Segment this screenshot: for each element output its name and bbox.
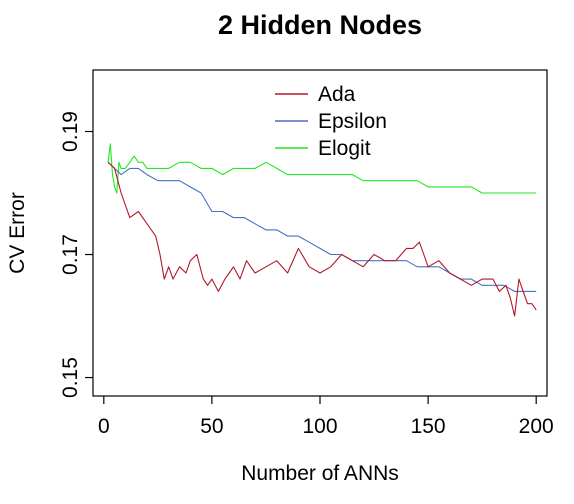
x-tick-label: 100 bbox=[302, 415, 337, 438]
x-tick-label: 200 bbox=[519, 415, 554, 438]
legend: Ada Epsilon Elogit bbox=[275, 83, 387, 160]
y-tick-label: 0.17 bbox=[59, 234, 82, 275]
chart-title: 2 Hidden Nodes bbox=[218, 10, 422, 40]
y-tick-label: 0.15 bbox=[59, 357, 82, 398]
x-axis: 0 50 100 150 200 bbox=[98, 396, 554, 438]
x-tick-label: 0 bbox=[98, 415, 110, 438]
y-tick-label: 0.19 bbox=[59, 111, 82, 152]
x-axis-label: Number of ANNs bbox=[241, 462, 399, 485]
legend-label-epsilon: Epsilon bbox=[318, 110, 387, 133]
x-tick-label: 150 bbox=[411, 415, 446, 438]
series-line-ada bbox=[107, 161, 537, 317]
y-axis-label: CV Error bbox=[6, 192, 29, 274]
y-axis: 0.15 0.17 0.19 bbox=[59, 111, 93, 398]
x-tick-label: 50 bbox=[200, 415, 223, 438]
series-lines bbox=[107, 143, 537, 317]
legend-label-elogit: Elogit bbox=[318, 137, 371, 160]
legend-label-ada: Ada bbox=[318, 83, 356, 106]
series-line-epsilon bbox=[107, 161, 537, 292]
series-line-elogit bbox=[107, 143, 537, 194]
